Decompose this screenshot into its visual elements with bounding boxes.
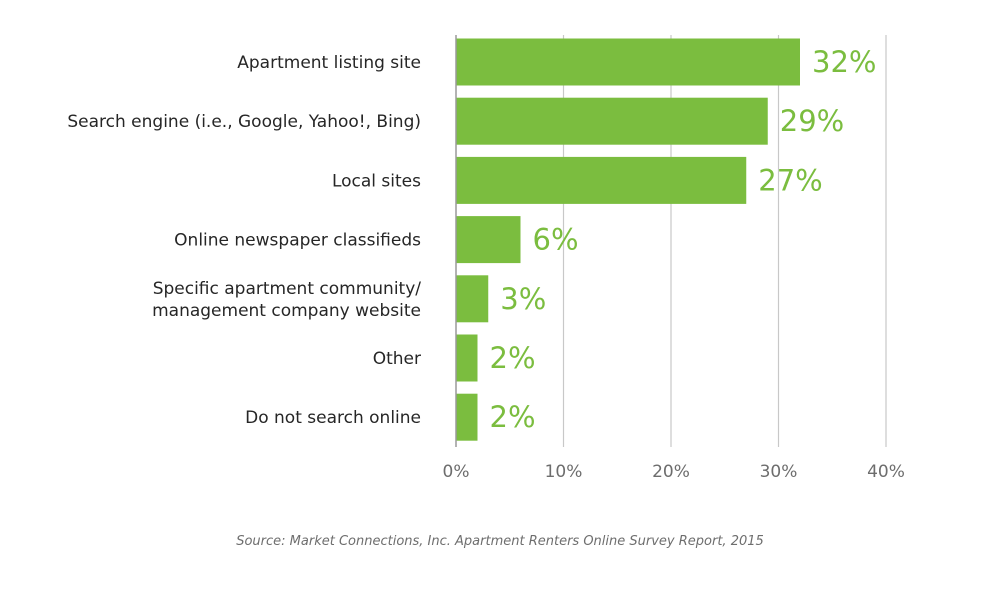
source-note: Source: Market Connections, Inc. Apartme… [236,534,764,549]
category-label: Local sites [332,171,421,191]
labels: 32% Apartment listing site 29% Search engin… [67,45,876,434]
value-label: 2% [490,341,536,375]
bars [456,38,800,441]
category-label: Do not search online [245,408,421,428]
x-tick-label: 40% [867,462,905,482]
category-label: Specific apartment community/management … [152,279,421,321]
bar [456,38,800,86]
category-label: Apartment listing site [237,53,421,73]
value-label: 32% [812,45,876,79]
bar [456,393,478,441]
gridlines [562,35,887,447]
bar [456,216,521,264]
x-tick-label: 0% [443,462,470,482]
x-tick-label: 30% [760,462,798,482]
x-tick-label: 10% [545,462,583,482]
value-label: 2% [490,400,536,434]
value-label: 6% [533,223,579,257]
bar [456,156,747,204]
x-tick-label: 20% [652,462,690,482]
value-label: 29% [780,104,844,138]
value-label: 27% [758,163,822,197]
category-label: Other [373,349,421,369]
category-label: Search engine (i.e., Google, Yahoo!, Bin… [67,112,421,132]
axes: 0% 10% 20% 30% 40% [443,35,905,482]
bar [456,334,478,382]
bar [456,97,768,145]
value-label: 3% [500,282,546,316]
bar [456,275,489,323]
category-label: Online newspaper classifieds [174,231,421,251]
